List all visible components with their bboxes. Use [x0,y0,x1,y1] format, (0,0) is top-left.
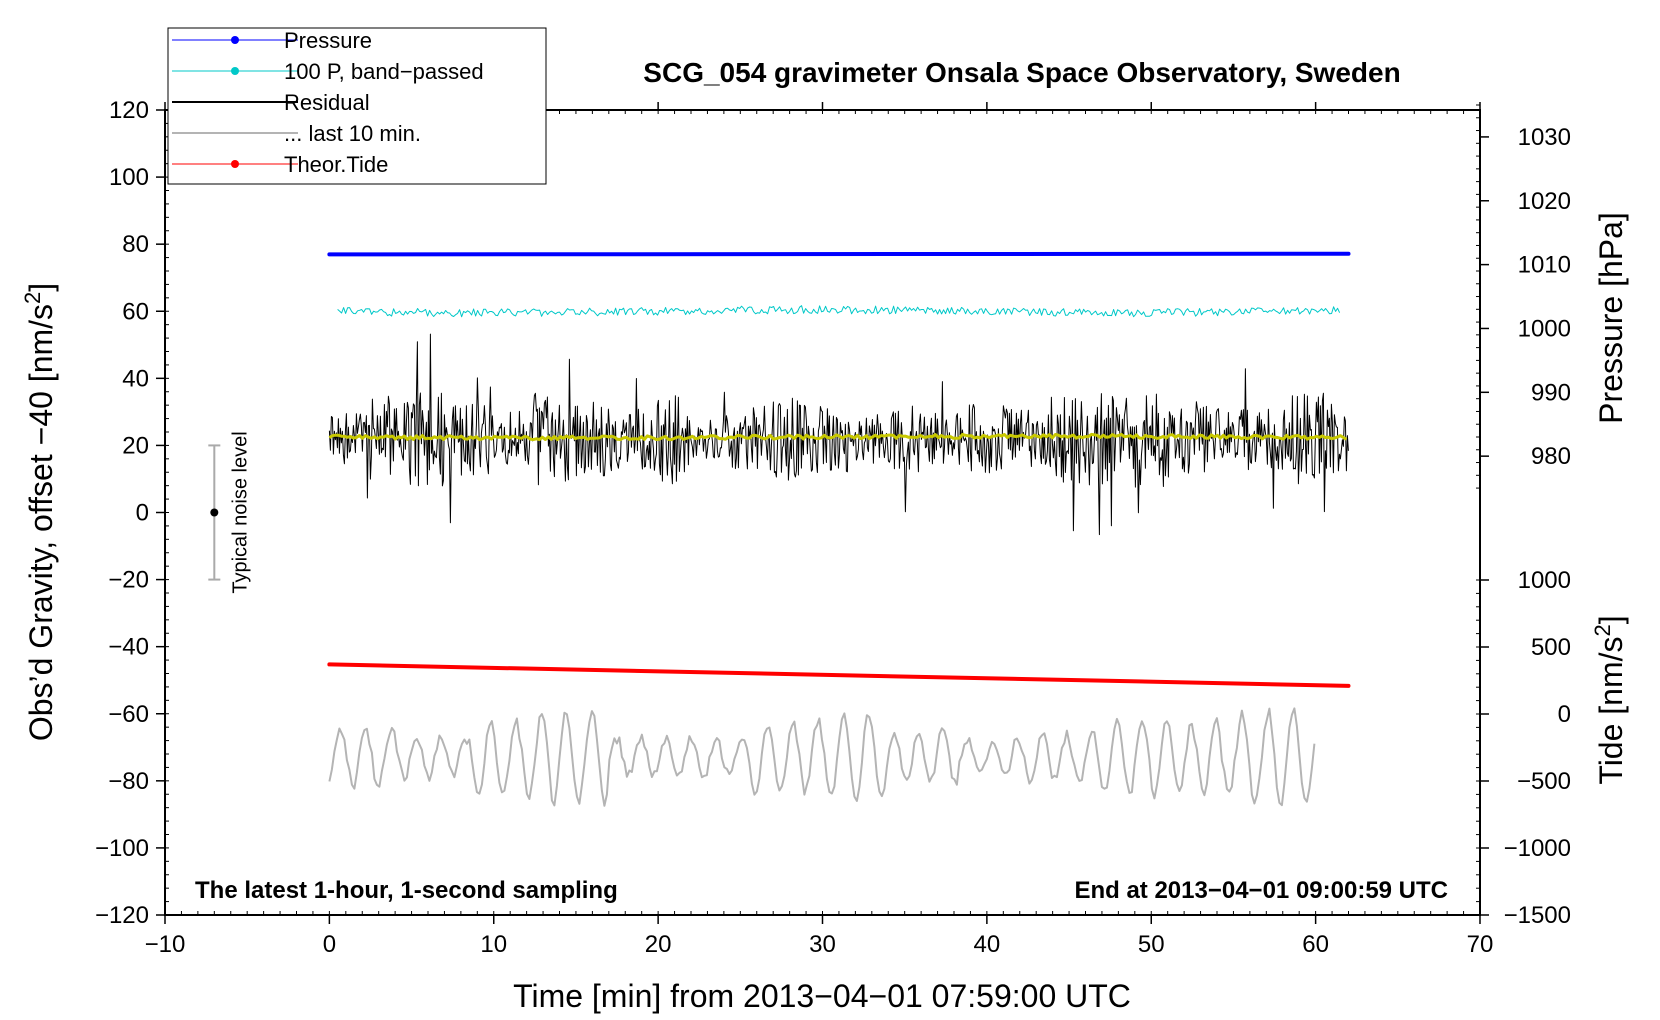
y-tick-label: −20 [108,567,149,594]
tide-tick-label: 500 [1531,634,1571,661]
y-tick-label: 20 [122,432,149,459]
legend-marker [231,36,239,44]
legend-box [167,27,547,185]
y-tick-label: 60 [122,298,149,325]
x-tick-label: 10 [480,931,507,958]
y-tick-label: −60 [108,701,149,728]
tide-tick-label: −1000 [1504,835,1571,862]
legend-marker [231,160,239,168]
right-tide-axis-label: Tide [nm/s2] [1590,615,1629,784]
x-tick-label: 0 [323,931,336,958]
pressure-tick-label: 1000 [1518,315,1571,342]
series-residual [328,333,1349,536]
noise-bar-center-dot [210,508,219,517]
x-axis-label: Time [min] from 2013−04−01 07:59:00 UTC [513,978,1131,1014]
legend: Pressure 100 P, band−passed Residual ... la… [167,27,547,185]
annotation-end-time: End at 2013−04−01 09:00:59 UTC [1074,877,1448,904]
noise-level-label: Typical noise level [229,431,251,593]
series-theor-tide [327,662,1351,688]
y-tick-label: 100 [109,164,149,191]
tide-tick-label: 1000 [1518,567,1571,594]
x-tick-label: −10 [145,931,186,958]
x-tick-label: 60 [1302,931,1329,958]
legend-label: 100 P, band−passed [284,59,484,84]
left-y-axis-label: Obs’d Gravity, offset −40 [nm/s2] [20,283,59,741]
legend-label: Residual [284,90,370,115]
y-tick-label: 120 [109,97,149,124]
pressure-tick-label: 980 [1531,443,1571,470]
y-tick-label: −40 [108,634,149,661]
x-tick-label: 20 [645,931,672,958]
y-tick-label: 80 [122,231,149,258]
annotation-sampling: The latest 1-hour, 1-second sampling [195,877,618,904]
axis-ticks: −10 0 10 20 30 40 50 60 70120100806040200−20−40−… [95,97,1571,958]
pressure-tick-label: 990 [1531,379,1571,406]
pressure-tick-label: 1010 [1518,252,1571,279]
noise-level-indicator: Typical noise level [208,431,251,594]
x-tick-label: 30 [809,931,836,958]
y-tick-label: −100 [95,835,149,862]
pressure-tick-label: 1030 [1518,124,1571,151]
plot-area: Typical noise level [164,109,1481,916]
legend-label: Pressure [284,28,372,53]
tide-tick-label: −1500 [1504,902,1571,929]
series-last-10-min [328,707,1316,807]
series-residual-smoothed [328,432,1348,442]
x-tick-label: 50 [1138,931,1165,958]
chart-title: SCG_054 gravimeter Onsala Space Observat… [643,57,1400,88]
y-tick-label: 40 [122,365,149,392]
tide-tick-label: −500 [1517,768,1571,795]
legend-label: Theor.Tide [284,152,388,177]
x-tick-label: 40 [974,931,1001,958]
y-tick-label: 0 [136,500,149,527]
series-pressure [327,251,1351,257]
legend-marker [231,67,239,75]
y-tick-label: −120 [95,902,149,929]
series-layer [327,251,1351,807]
x-tick-label: 70 [1467,931,1494,958]
legend-label: ... last 10 min. [284,121,421,146]
y-tick-label: −80 [108,768,149,795]
right-pressure-axis-label: Pressure [hPa] [1593,212,1629,424]
tide-tick-label: 0 [1558,701,1571,728]
series-100-p-band-passed [337,305,1341,318]
pressure-tick-label: 1020 [1518,188,1571,215]
